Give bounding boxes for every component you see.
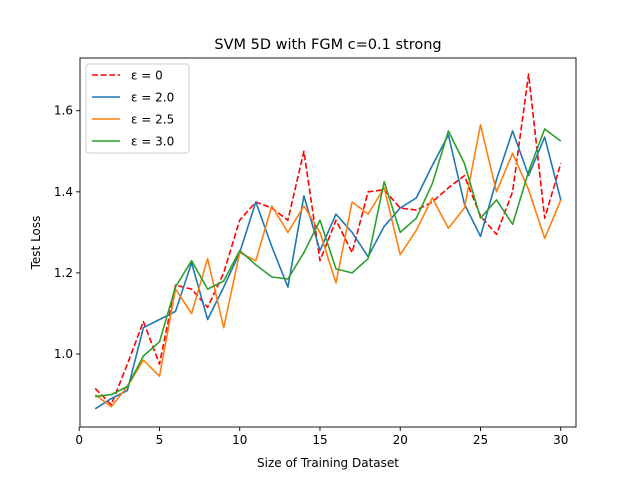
x-tick-label: 25 <box>473 433 488 447</box>
series-line-3 <box>95 128 562 398</box>
legend-label-0: ε = 0 <box>131 69 163 83</box>
legend-label-2: ε = 2.5 <box>131 113 174 127</box>
legend-label-1: ε = 2.0 <box>131 91 174 105</box>
x-tick-label: 30 <box>553 433 568 447</box>
legend-box <box>85 63 190 154</box>
y-axis: 1.0 1.2 1.4 1.6 <box>54 104 80 361</box>
y-axis-label: Test Loss <box>29 216 43 271</box>
x-tick-label: 15 <box>312 433 327 447</box>
series-line-1 <box>94 130 562 410</box>
plot-lines <box>94 73 562 410</box>
plot-frame <box>79 57 577 428</box>
y-tick-label: 1.4 <box>54 185 73 199</box>
x-axis-label: Size of Training Dataset <box>257 456 399 470</box>
legend-label-3: ε = 3.0 <box>131 135 174 149</box>
y-tick-label: 1.6 <box>54 104 73 118</box>
x-tick-label: 10 <box>232 433 247 447</box>
x-tick-label: 0 <box>75 433 83 447</box>
chart-title: SVM 5D with FGM c=0.1 strong <box>214 37 441 53</box>
x-tick-label: 5 <box>156 433 164 447</box>
x-axis: 0 5 10 15 20 25 30 <box>75 427 568 447</box>
y-tick-label: 1.0 <box>54 347 73 361</box>
series-line-2 <box>94 124 562 408</box>
legend: ε = 0 ε = 2.0 ε = 2.5 ε = 3.0 <box>85 63 190 154</box>
x-tick-label: 20 <box>393 433 408 447</box>
y-tick-label: 1.2 <box>54 266 73 280</box>
